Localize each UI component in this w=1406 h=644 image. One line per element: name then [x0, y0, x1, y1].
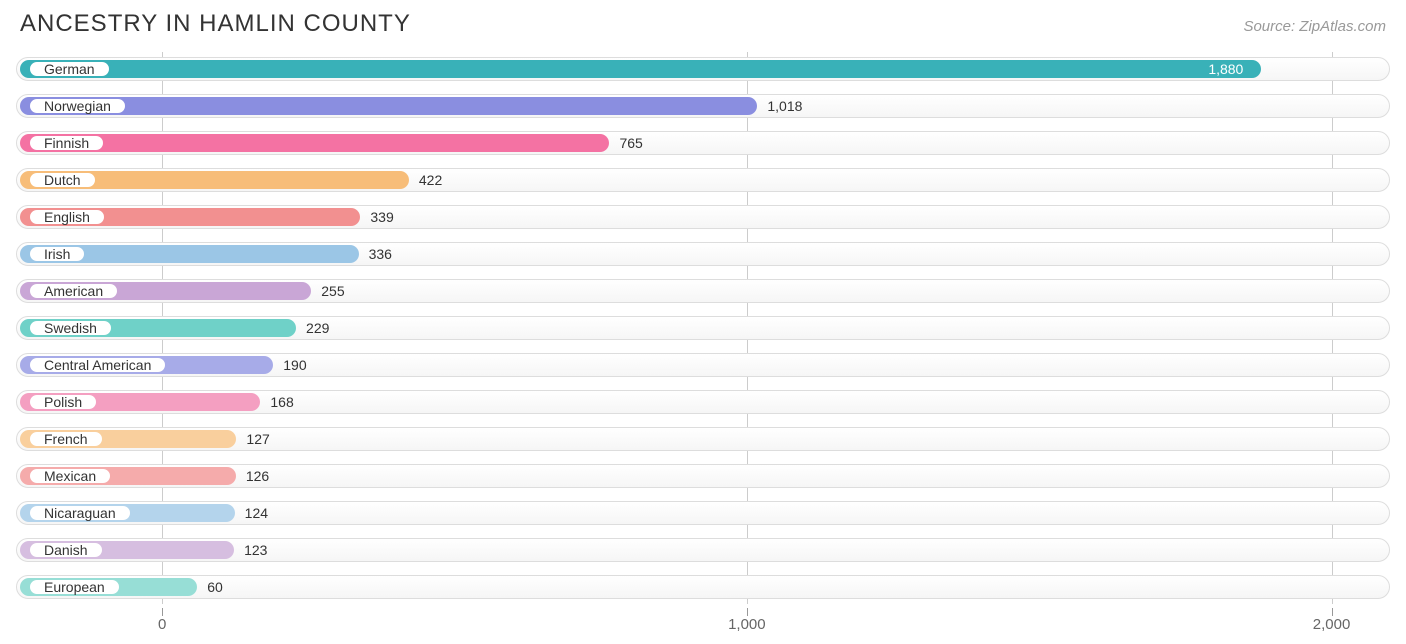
bar-row: 127 French [16, 422, 1390, 456]
chart-area: 1,880German1,018Norwegian765Finnish422Du… [0, 52, 1406, 636]
category-label: Polish [44, 394, 82, 410]
category-label: Danish [44, 542, 88, 558]
bar-row: 1,018 Norwegian [16, 89, 1390, 123]
category-pill: Nicaraguan [28, 504, 132, 522]
category-pill: Mexican [28, 467, 112, 485]
bar-value: 765 [609, 126, 642, 160]
category-label: Nicaraguan [44, 505, 116, 521]
axis-tick [747, 608, 748, 616]
bar-value: 1,880 [20, 52, 1257, 86]
category-label: Norwegian [44, 98, 111, 114]
chart-title: ANCESTRY IN HAMLIN COUNTY [20, 10, 411, 38]
bar-value: 422 [409, 163, 442, 197]
bar-value: 126 [236, 459, 269, 493]
bar-row: 1,880German [16, 52, 1390, 86]
category-pill: Dutch [28, 171, 97, 189]
category-label: Irish [44, 246, 70, 262]
bar-value: 60 [197, 570, 223, 604]
category-label: Mexican [44, 468, 96, 484]
category-label: Dutch [44, 172, 81, 188]
category-pill: English [28, 208, 106, 226]
category-label: Swedish [44, 320, 97, 336]
category-label: American [44, 283, 103, 299]
category-label: English [44, 209, 90, 225]
bar-row: 339 English [16, 200, 1390, 234]
bar-row: 168 Polish [16, 385, 1390, 419]
bar-row: 190 Central American [16, 348, 1390, 382]
bar-row: 229 Swedish [16, 311, 1390, 345]
category-pill: French [28, 430, 104, 448]
bar-row: 422 Dutch [16, 163, 1390, 197]
x-axis: 0 1,000 2,000 [16, 608, 1390, 636]
category-pill: Polish [28, 393, 98, 411]
bar-value: 124 [235, 496, 268, 530]
chart-header: ANCESTRY IN HAMLIN COUNTY Source: ZipAtl… [0, 0, 1406, 52]
bar-value: 336 [359, 237, 392, 271]
category-pill: Central American [28, 356, 167, 374]
bar-value: 123 [234, 533, 267, 567]
category-pill: Swedish [28, 319, 113, 337]
category-pill: Norwegian [28, 97, 127, 115]
bar-value: 229 [296, 311, 329, 345]
category-label: Finnish [44, 135, 89, 151]
axis-tick [162, 608, 163, 616]
bar-value: 190 [273, 348, 306, 382]
bar-row: 765 Finnish [16, 126, 1390, 160]
category-label: European [44, 579, 105, 595]
bar-fill [20, 97, 757, 115]
axis-tick-label: 1,000 [728, 616, 766, 633]
category-label: Central American [44, 357, 151, 373]
chart-source: Source: ZipAtlas.com [1243, 18, 1386, 35]
category-pill: Finnish [28, 134, 105, 152]
axis-tick [1332, 608, 1333, 616]
bar-row: 123 Danish [16, 533, 1390, 567]
bar-value: 339 [360, 200, 393, 234]
bar-value: 255 [311, 274, 344, 308]
category-label: German [44, 61, 95, 77]
bar-value: 127 [236, 422, 269, 456]
bar-value: 1,018 [757, 89, 802, 123]
category-pill: European [28, 578, 121, 596]
bar-row: 126 Mexican [16, 459, 1390, 493]
axis-tick-label: 0 [158, 616, 166, 633]
category-pill: American [28, 282, 119, 300]
category-pill: Danish [28, 541, 104, 559]
bar-row: 255 American [16, 274, 1390, 308]
bar-value: 168 [260, 385, 293, 419]
bar-row: 60 European [16, 570, 1390, 604]
category-pill: German [28, 60, 111, 78]
category-label: French [44, 431, 88, 447]
axis-tick-label: 2,000 [1313, 616, 1351, 633]
bar-row: 124 Nicaraguan [16, 496, 1390, 530]
chart-plot: 1,880German1,018Norwegian765Finnish422Du… [16, 52, 1390, 604]
bar-fill [20, 134, 609, 152]
category-pill: Irish [28, 245, 86, 263]
bar-row: 336 Irish [16, 237, 1390, 271]
